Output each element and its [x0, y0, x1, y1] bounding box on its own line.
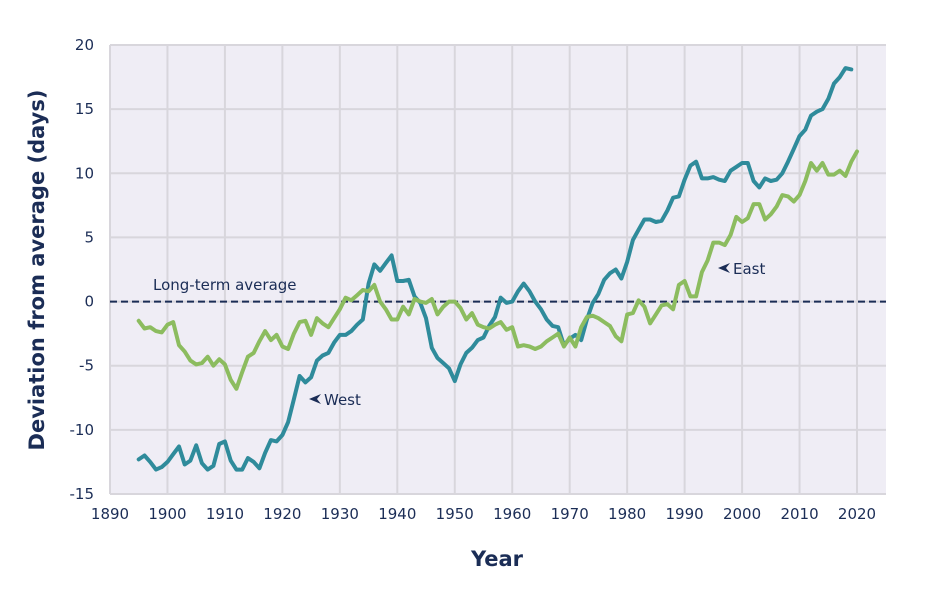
series-label-east: East	[718, 260, 765, 278]
x-tick-label: 1920	[263, 505, 301, 523]
y-tick-label: 20	[75, 36, 94, 54]
x-tick-label: 2010	[780, 505, 818, 523]
plot-area	[110, 45, 886, 494]
y-tick-label: -15	[70, 485, 95, 503]
series-label-text: East	[733, 260, 765, 278]
x-tick-label: 2020	[838, 505, 876, 523]
x-tick-label: 1930	[321, 505, 359, 523]
y-tick-label: -10	[70, 421, 95, 439]
series-label-text: West	[324, 391, 361, 409]
x-tick-label: 1960	[493, 505, 531, 523]
x-tick-label: 1950	[436, 505, 474, 523]
arrow-left-icon	[718, 263, 730, 273]
y-axis-title: Deviation from average (days)	[25, 90, 49, 451]
x-axis-ticks: 1890 1900 1910 1920 1930 1940 1950 1960 1970 1980…	[91, 505, 876, 523]
x-tick-label: 1900	[148, 505, 186, 523]
series-labels: West East	[309, 260, 765, 409]
x-axis-title: Year	[470, 547, 524, 571]
x-tick-label: 2000	[723, 505, 761, 523]
series-lines	[136, 66, 859, 472]
series-line-west	[136, 66, 854, 472]
series-label-west: West	[309, 391, 361, 409]
x-tick-label: 1940	[378, 505, 416, 523]
x-tick-label: 1980	[608, 505, 646, 523]
y-tick-label: 5	[84, 228, 94, 246]
y-tick-label: -5	[79, 357, 94, 375]
y-tick-label: 10	[75, 164, 94, 182]
x-tick-label: 1970	[551, 505, 589, 523]
x-tick-label: 1990	[666, 505, 704, 523]
y-axis-ticks: -15 -10 -5 0 5 10 15 20	[70, 36, 95, 503]
x-tick-label: 1890	[91, 505, 129, 523]
arrow-left-icon	[309, 394, 321, 404]
y-tick-label: 0	[84, 293, 94, 311]
x-tick-label: 1910	[206, 505, 244, 523]
y-tick-label: 15	[75, 100, 94, 118]
long-term-average-label: Long-term average	[153, 276, 297, 294]
series-line-east	[136, 149, 859, 391]
